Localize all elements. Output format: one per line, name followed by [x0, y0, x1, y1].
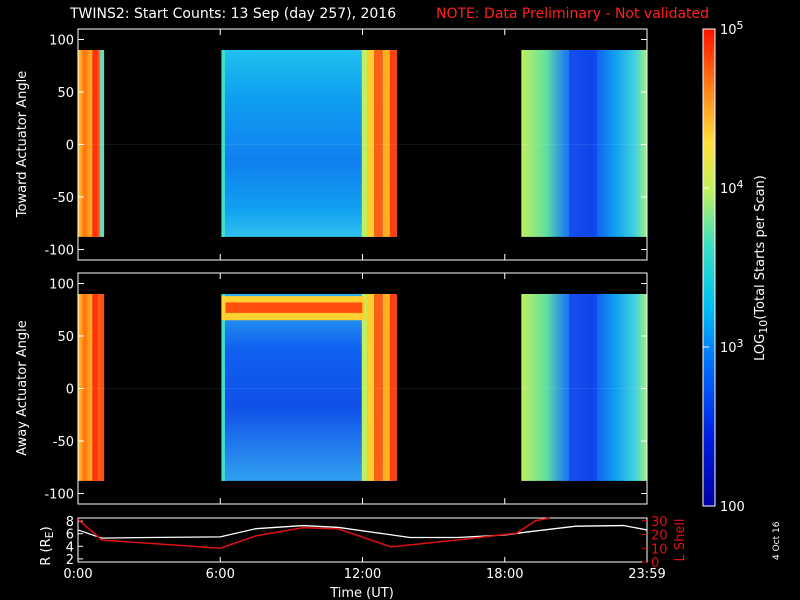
- top-ylabel: Toward Actuator Angle: [15, 71, 30, 218]
- right-y-tick-label: 10: [651, 542, 668, 557]
- y-tick-label: 0: [66, 139, 74, 154]
- ephemeris-panel-frame: [77, 517, 648, 563]
- right-y-tick-label: 20: [651, 529, 668, 544]
- bottom-ylabel: Away Actuator Angle: [15, 320, 30, 455]
- heatmap-column: [221, 294, 225, 481]
- heatmap-column: [389, 50, 397, 237]
- x-tick-label: 0:00: [63, 567, 92, 582]
- y-tick-label: 50: [57, 330, 74, 345]
- top-axis: 100 50 0 -50 -100: [44, 29, 648, 260]
- heatmap-column: [361, 50, 368, 237]
- y-tick-label: 100: [49, 278, 74, 293]
- plot-title: TWINS2: Start Counts: 13 Sep (day 257), …: [70, 6, 397, 22]
- heatmap-column: [367, 294, 375, 481]
- left-y-tick-label: 2: [66, 553, 74, 568]
- x-tick-label: 12:00: [344, 567, 381, 582]
- left-y-tick-label: 4: [66, 540, 74, 555]
- x-tick-label: 6:00: [206, 567, 235, 582]
- y-tick-label: -100: [44, 244, 74, 259]
- top-heatmap: [78, 50, 647, 237]
- left-y-tick-label: 6: [66, 528, 74, 543]
- heatmap-column: [382, 50, 390, 237]
- heatmap-column: [374, 50, 383, 237]
- colorbar-ticks: 105 104 103 100: [703, 19, 745, 515]
- y-tick-label: 100: [49, 34, 74, 49]
- heatmap-column: [569, 50, 597, 237]
- colorbar-tick-label: 100: [720, 500, 745, 515]
- y-tick-label: 0: [66, 383, 74, 398]
- bottom-heatmap: [78, 294, 647, 481]
- heatmap-column: [361, 294, 368, 481]
- right-y-tick-label: 30: [651, 515, 668, 530]
- right-y-tick-label: 0: [651, 556, 659, 571]
- bottom-axis: 100 50 0 -50 -100: [44, 273, 648, 504]
- x-tick-label: 18:00: [486, 567, 523, 582]
- y-tick-label: -50: [53, 435, 74, 450]
- heatmap-block: [78, 50, 105, 237]
- heatmap-column: [221, 50, 225, 237]
- heatmap-column: [100, 294, 105, 481]
- ephemeris-lines: [77, 517, 648, 550]
- y-tick-label: 50: [57, 86, 74, 101]
- colorbar-tick-label: 105: [720, 19, 744, 38]
- r-series-line: [77, 524, 648, 539]
- x-axis-label: Time (UT): [329, 586, 394, 600]
- heatmap-column: [367, 50, 375, 237]
- left-y-tick-label: 8: [66, 515, 74, 530]
- preliminary-note: NOTE: Data Preliminary - Not validated: [436, 6, 710, 22]
- lshell-series-line: [77, 517, 550, 550]
- y-tick-label: -100: [44, 488, 74, 503]
- colorbar-tick-label: 103: [720, 337, 744, 356]
- heatmap-column: [92, 50, 98, 237]
- heatmap-block: [78, 294, 105, 481]
- heatmap-column: [382, 294, 390, 481]
- heatmap-column: [92, 294, 98, 481]
- ephemeris-right-label: L Shell: [673, 518, 688, 561]
- title-row: TWINS2: Start Counts: 13 Sep (day 257), …: [0, 6, 800, 24]
- date-stamp: 4 Oct 16: [772, 521, 782, 560]
- heatmap-column: [569, 294, 597, 481]
- heatmap-column: [374, 294, 383, 481]
- colorbar-label: LOG10(Total Starts per Scan): [753, 175, 770, 361]
- colorbar-tick-label: 104: [720, 178, 744, 197]
- y-tick-label: -50: [53, 191, 74, 206]
- colorbar: [702, 28, 716, 507]
- heatmap-hot-band: [225, 302, 363, 313]
- heatmap-column: [389, 294, 397, 481]
- ephemeris-left-label: R (RE): [39, 526, 56, 565]
- x-tick-label: 23:59: [628, 567, 665, 582]
- heatmap-column: [100, 50, 105, 237]
